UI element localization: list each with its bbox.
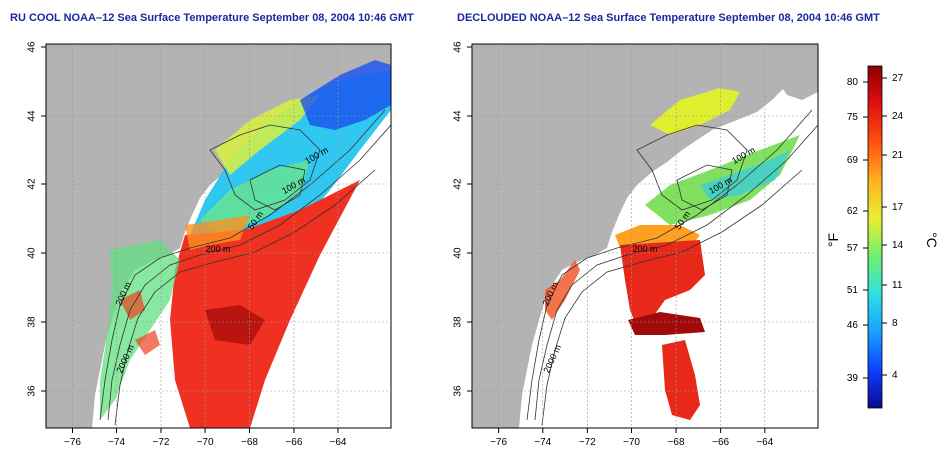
celsius-tick-label: 24 — [892, 111, 904, 122]
lat-tick-label: 42 — [453, 178, 464, 190]
lon-tick-label: −76 — [64, 437, 81, 448]
fahrenheit-tick-label: 51 — [847, 285, 859, 296]
lat-tick-label: 46 — [453, 41, 464, 53]
sst-declouded-coastal — [545, 260, 580, 320]
sst-declouded-yellow — [650, 88, 740, 135]
sst-swath-green — [200, 160, 310, 235]
sst-coastal-scatter — [100, 240, 180, 420]
left-map-gridlines — [46, 44, 391, 428]
sst-coastal-red — [120, 290, 160, 355]
sst-declouded-darkred — [628, 312, 705, 335]
lat-tick-label: 36 — [453, 385, 464, 397]
right-map-frame — [471, 43, 819, 429]
right-map-title: DECLOUDED NOAA–12 Sea Surface Temperatur… — [457, 12, 880, 24]
colorbar-celsius-ticks: 27 24 21 17 14 11 8 4 — [882, 73, 904, 381]
sst-declouded-cyan — [700, 150, 790, 200]
celsius-tick-label: 27 — [892, 73, 904, 84]
celsius-tick-label: 4 — [892, 370, 898, 381]
left-map-frame — [45, 43, 392, 429]
lon-tick-label: −74 — [108, 437, 125, 448]
sst-swath-orange — [185, 215, 250, 250]
land-mass — [46, 44, 391, 428]
celsius-tick-label: 11 — [892, 280, 903, 291]
lon-tick-label: −74 — [534, 437, 551, 448]
sst-declouded-red — [620, 240, 705, 335]
left-map-ticks: 46 44 42 40 38 36 −76 −74 −72 −70 −68 −66 −64 — [27, 41, 347, 448]
temperature-colorbar: 80 75 69 62 57 51 46 39 27 24 21 17 14 11 8 4 °F °C — [825, 65, 940, 409]
left-map-title: RU COOL NOAA–12 Sea Surface Temperature … — [10, 12, 414, 24]
sst-swath-yellow — [215, 95, 320, 175]
celsius-axis-label: °C — [924, 232, 940, 248]
lat-tick-label: 40 — [27, 247, 38, 259]
lat-tick-label: 44 — [27, 110, 38, 122]
lon-tick-label: −72 — [579, 437, 596, 448]
celsius-tick-label: 14 — [892, 240, 904, 251]
sst-declouded-red-south — [662, 340, 700, 420]
land-mass — [472, 44, 818, 428]
lat-tick-label: 44 — [453, 110, 464, 122]
lat-tick-label: 38 — [27, 316, 38, 328]
fahrenheit-axis-label: °F — [825, 233, 841, 247]
lon-tick-label: −68 — [668, 437, 685, 448]
lon-tick-label: −70 — [197, 437, 214, 448]
sst-swath-dark-red — [205, 305, 265, 345]
lon-tick-label: −64 — [329, 437, 346, 448]
lat-tick-label: 38 — [453, 316, 464, 328]
fahrenheit-tick-label: 69 — [847, 155, 859, 166]
celsius-tick-label: 17 — [892, 202, 904, 213]
lat-tick-label: 46 — [27, 41, 38, 53]
fahrenheit-tick-label: 46 — [847, 320, 859, 331]
fahrenheit-tick-label: 75 — [847, 112, 859, 123]
colorbar-fahrenheit-ticks: 80 75 69 62 57 51 46 39 — [847, 77, 868, 384]
lon-tick-label: −70 — [623, 437, 640, 448]
bathymetry-contours — [99, 109, 391, 426]
colorbar-scale — [867, 65, 883, 409]
lon-tick-label: −68 — [241, 437, 258, 448]
celsius-tick-label: 8 — [892, 318, 898, 329]
right-map-gridlines — [472, 44, 818, 428]
lon-tick-label: −64 — [756, 437, 773, 448]
lon-tick-label: −72 — [153, 437, 170, 448]
lon-tick-label: −66 — [712, 437, 729, 448]
lon-tick-label: −66 — [285, 437, 302, 448]
sst-swath-blue — [300, 60, 391, 130]
fahrenheit-tick-label: 62 — [847, 206, 859, 217]
bathymetry-contours — [526, 109, 818, 426]
lat-tick-label: 42 — [27, 178, 38, 190]
fahrenheit-tick-label: 39 — [847, 373, 859, 384]
lat-tick-label: 40 — [453, 247, 464, 259]
contour-label: 200 m — [205, 244, 230, 254]
contour-label: 200 m — [632, 244, 657, 254]
land-cape — [767, 44, 818, 100]
lat-tick-label: 36 — [27, 385, 38, 397]
right-map-ticks: 46 44 42 40 38 36 −76 −74 −72 −70 −68 −66 −64 — [453, 41, 774, 448]
fahrenheit-tick-label: 80 — [847, 77, 859, 88]
fahrenheit-tick-label: 57 — [847, 243, 859, 254]
celsius-tick-label: 21 — [892, 150, 904, 161]
lon-tick-label: −76 — [490, 437, 507, 448]
